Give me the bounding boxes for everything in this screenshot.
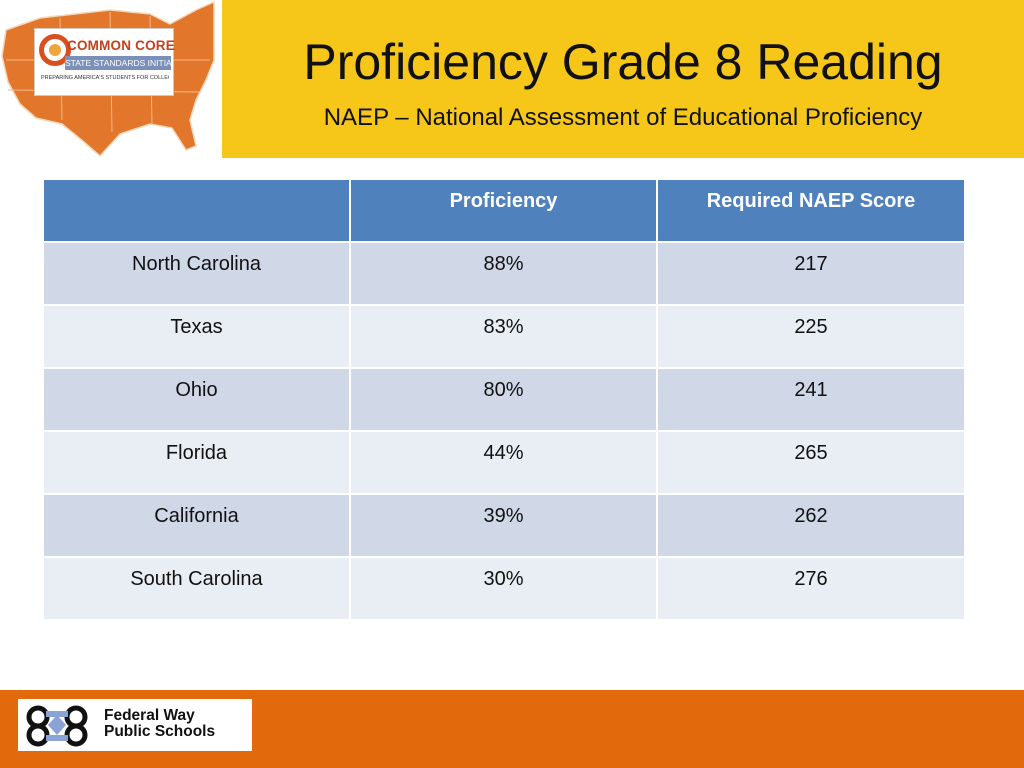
proficiency-table: Proficiency Required NAEP Score North Ca… [42, 178, 966, 621]
table-row: Texas 83% 225 [42, 304, 966, 369]
score-cell: 225 [656, 304, 966, 369]
state-cell: South Carolina [42, 556, 351, 621]
federal-way-wordmark: Federal Way Public Schools [104, 708, 215, 740]
common-core-logo-panel: COMMON CORE STATE STANDARDS INITIATIVE P… [0, 0, 218, 162]
proficiency-cell: 30% [349, 556, 658, 621]
score-cell: 217 [656, 241, 966, 306]
federal-way-logo: Federal Way Public Schools [18, 699, 252, 751]
header-band [222, 0, 1024, 158]
column-header-required-score: Required NAEP Score [656, 178, 966, 243]
score-cell: 265 [656, 430, 966, 495]
proficiency-cell: 88% [349, 241, 658, 306]
state-cell: Florida [42, 430, 351, 495]
logo-tagline: PREPARING AMERICA'S STUDENTS FOR COLLEGE… [41, 75, 169, 81]
table-header-row: Proficiency Required NAEP Score [42, 178, 966, 243]
score-cell: 241 [656, 367, 966, 432]
slide-subtitle: NAEP – National Assessment of Educationa… [323, 104, 923, 131]
federal-way-emblem-icon [26, 705, 88, 747]
logo-line-1: Federal Way [104, 707, 195, 724]
proficiency-cell: 80% [349, 367, 658, 432]
common-core-logo: COMMON CORE STATE STANDARDS INITIATIVE P… [34, 28, 175, 96]
table-row: Ohio 80% 241 [42, 367, 966, 432]
state-cell: California [42, 493, 351, 558]
table-row: North Carolina 88% 217 [42, 241, 966, 306]
table-row: South Carolina 30% 276 [42, 556, 966, 621]
column-header-proficiency: Proficiency [349, 178, 658, 243]
state-cell: Ohio [42, 367, 351, 432]
logo-subtitle: STATE STANDARDS INITIATIVE [65, 56, 171, 70]
score-cell: 276 [656, 556, 966, 621]
proficiency-cell: 83% [349, 304, 658, 369]
logo-line-2: Public Schools [104, 723, 216, 740]
state-cell: North Carolina [42, 241, 351, 306]
column-header-state [42, 178, 351, 243]
table-row: Florida 44% 265 [42, 430, 966, 495]
slide-title: Proficiency Grade 8 Reading [303, 34, 943, 90]
proficiency-cell: 39% [349, 493, 658, 558]
proficiency-cell: 44% [349, 430, 658, 495]
score-cell: 262 [656, 493, 966, 558]
table-row: California 39% 262 [42, 493, 966, 558]
state-cell: Texas [42, 304, 351, 369]
logo-title: COMMON CORE [67, 38, 175, 53]
